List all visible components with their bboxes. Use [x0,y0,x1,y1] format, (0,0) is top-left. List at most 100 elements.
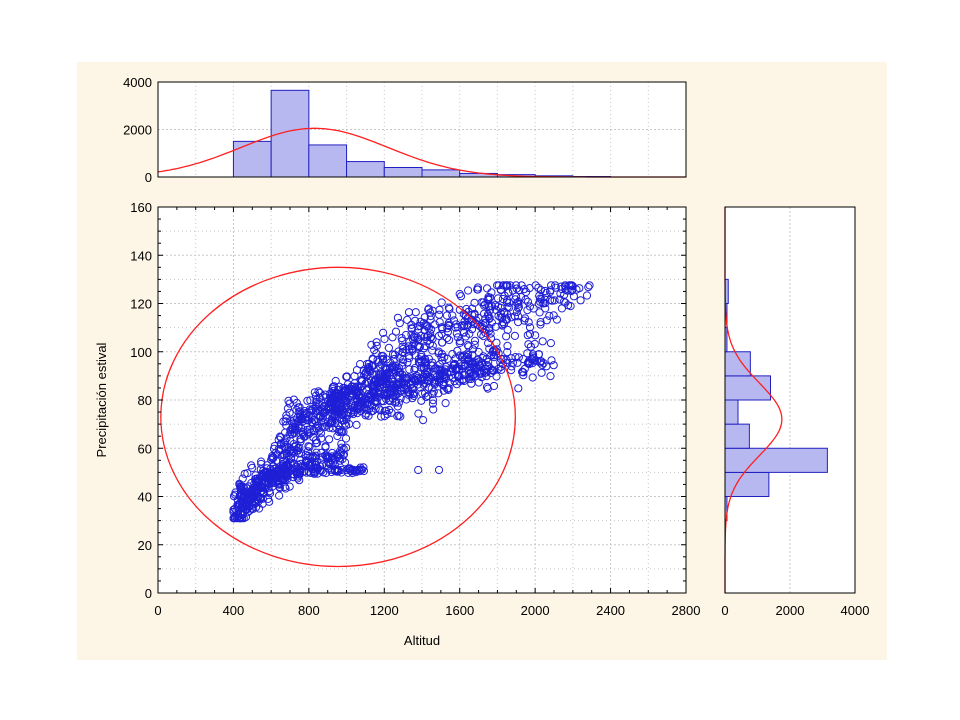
scatter-point [258,489,268,498]
scatter-point [312,397,321,407]
scatter-point [547,356,556,365]
scatter-point [252,478,261,487]
scatter-point [267,455,276,464]
scatter-point [523,297,533,306]
scatter-point [382,373,392,382]
top-histogram-bar [421,169,461,178]
scatter-point [422,321,431,331]
scatter-point [498,313,507,322]
scatter-point [403,315,412,324]
scatter-point [521,314,530,323]
scatter-point [306,459,315,469]
y-tick-label: 100 [130,345,152,360]
scatter-point [414,465,423,475]
scatter-point [328,424,337,433]
scatter-point [385,405,394,415]
scatter-point [460,376,469,386]
scatter-point [485,326,494,335]
scatter-point [382,394,391,404]
scatter-point [503,325,512,334]
scatter-point [282,411,291,420]
scatter-point [376,373,385,382]
scatter-point [399,344,408,354]
scatter-point [505,303,514,312]
scatter-point [380,406,389,416]
scatter-point [340,458,350,467]
top-histogram-y-tick-label: 4000 [123,75,152,90]
x-tick-label: 2000 [521,603,550,618]
scatter-point [269,454,278,463]
scatter-point [542,288,551,298]
scatter-point [236,485,245,494]
scatter-point [423,367,432,376]
scatter-point [437,298,446,307]
scatter-point [464,342,473,351]
scatter-point [295,415,304,424]
scatter-point [534,283,543,292]
scatter-point [453,346,462,355]
scatter-point [545,311,554,320]
scatter-point [317,448,326,457]
scatter-point [514,304,523,313]
scatter-point [481,318,490,328]
scatter-point [283,446,292,455]
y-axis-title: Precipitación estival [94,342,109,457]
scatter-point [485,344,494,353]
scatter-point [315,406,324,415]
scatter-point [426,315,435,324]
scatter-point [435,375,444,384]
scatter-point [541,304,550,313]
scatter-point [514,384,523,393]
scatter-point [349,465,358,474]
scatter-point [477,330,486,339]
scatter-point [334,427,344,437]
scatter-point [510,331,520,340]
scatter-point [261,467,270,476]
scatter-point [390,354,399,364]
right-histogram-x-tick-label: 2000 [776,603,805,618]
scatter-point [372,338,381,347]
scatter-point [440,372,449,381]
scatter-point [275,491,284,500]
scatter-point [585,281,594,290]
scatter-point [354,391,363,400]
scatter-point [582,291,592,300]
right-histogram-bar [724,399,739,425]
scatter-point [426,333,435,342]
scatter-point [542,316,551,325]
scatter-point [455,305,464,314]
scatter-point [514,302,524,312]
scatter-point [557,304,567,313]
scatter-point [361,411,370,420]
scatter-point [438,338,447,347]
scatter-point [311,439,320,448]
scatter-point [477,298,486,307]
right-histogram-x-tick-label: 0 [721,603,728,618]
scatter-point [448,311,457,320]
top-histogram-y-tick-labels: 0 2000 4000 [123,75,152,185]
scatter-point [304,461,313,470]
scatter-point [402,395,411,404]
y-tick-label: 140 [130,248,152,263]
scatter-point [498,321,507,330]
scatter-point [375,378,384,387]
scatter-point [393,412,402,421]
scatter-point [350,379,359,388]
scatter-point [337,427,347,436]
scatter-point [401,330,411,340]
scatter-point [379,397,388,406]
x-tick-label: 400 [223,603,245,618]
scatter-point [442,362,451,372]
scatter-point [343,411,352,420]
scatter-point [503,348,512,357]
scatter-point [289,446,298,455]
scatter-point [435,318,444,327]
y-tick-label: 60 [138,441,152,456]
scatter-point [460,355,469,364]
scatter-point [473,285,482,294]
scatter-point [359,463,368,472]
scatter-point [251,477,260,486]
scatter-point [530,339,539,349]
scatter-point [268,472,277,481]
scatter-point [520,285,529,294]
